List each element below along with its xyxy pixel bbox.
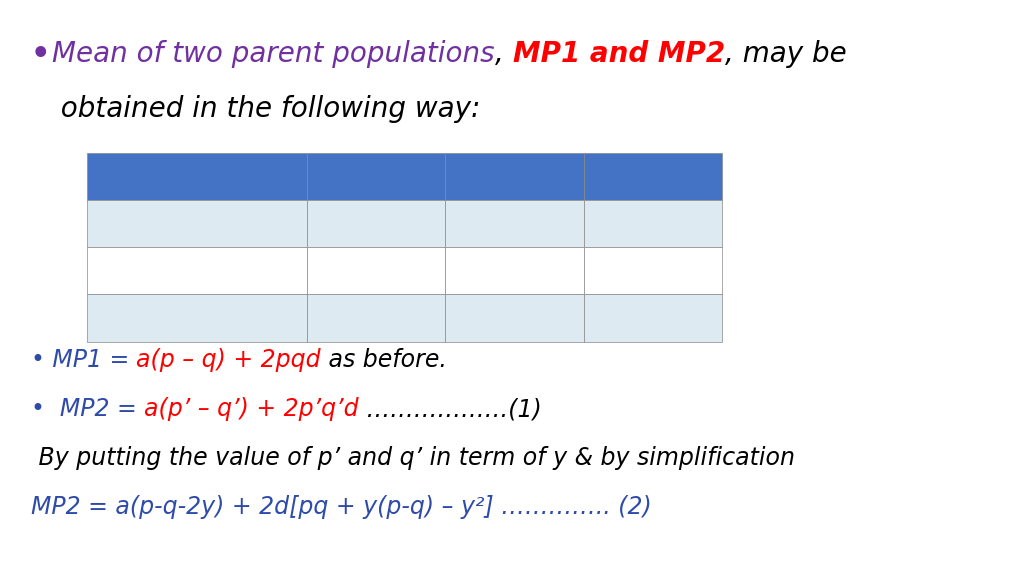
- Text: q²: q²: [642, 261, 664, 281]
- Text: MP1 and MP2: MP1 and MP2: [513, 40, 725, 69]
- Text: P²: P²: [366, 261, 387, 281]
- Text: GVxGF: GVxGF: [158, 308, 237, 328]
- Text: Genotypic freq.: Genotypic freq.: [105, 261, 289, 281]
- Text: MP2 = a(p-q-2y) + 2d[pq + y(p-q) – y²] ………….. (2): MP2 = a(p-q-2y) + 2d[pq + y(p-q) – y²] ……: [31, 495, 651, 520]
- Text: ………………(1): ………………(1): [358, 397, 542, 422]
- Text: • MP1 =: • MP1 =: [31, 348, 136, 373]
- Text: a(p’ – q’) + 2p’q’d: a(p’ – q’) + 2p’q’d: [144, 397, 358, 422]
- Text: Genotype: Genotype: [140, 166, 254, 186]
- Text: -a: -a: [643, 214, 663, 233]
- Text: -aq²: -aq²: [632, 308, 674, 328]
- Text: , may be: , may be: [725, 40, 847, 69]
- Text: •  MP2 =: • MP2 =: [31, 397, 144, 422]
- Text: ap²: ap²: [359, 308, 393, 328]
- Text: A1A1: A1A1: [346, 166, 407, 186]
- Text: Genotypic values: Genotypic values: [96, 214, 298, 233]
- Text: a: a: [370, 214, 383, 233]
- Text: A2A2: A2A2: [623, 166, 683, 186]
- Text: ,: ,: [495, 40, 513, 69]
- Text: obtained in the following way:: obtained in the following way:: [43, 95, 480, 123]
- Text: A1A2: A1A2: [484, 166, 545, 186]
- Text: 2pqd: 2pqd: [488, 308, 541, 328]
- Text: d: d: [508, 214, 521, 233]
- Text: as before.: as before.: [322, 348, 446, 373]
- Text: 2pq: 2pq: [495, 261, 535, 281]
- Text: By putting the value of p’ and q’ in term of y & by simplification: By putting the value of p’ and q’ in ter…: [31, 446, 795, 471]
- Text: a(p – q) + 2pqd: a(p – q) + 2pqd: [136, 348, 322, 373]
- Text: Mean of two parent populations: Mean of two parent populations: [52, 40, 495, 69]
- Text: •: •: [31, 40, 50, 69]
